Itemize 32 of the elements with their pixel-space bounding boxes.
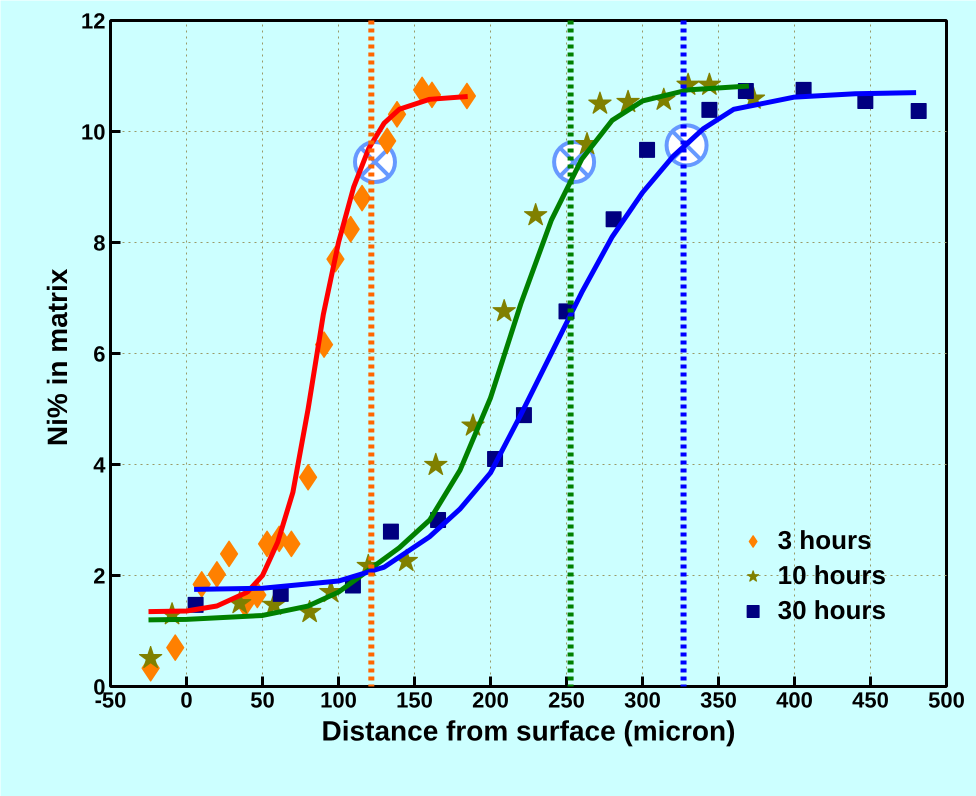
point [606,211,622,228]
y-tick-label: 8 [93,230,106,256]
x-tick-label: 400 [776,688,813,712]
y-tick-label: 10 [81,120,106,144]
y-tick-label: 2 [93,564,106,588]
legend-label: 30 hours [778,595,886,626]
point [138,646,163,668]
x-tick-label: 200 [472,688,509,712]
x-tick-label: 450 [852,688,889,712]
x-axis-title: Distance from surface (micron) [322,716,736,746]
point [524,202,548,226]
x-tick-label: 50 [250,688,275,712]
x-tick-label: 150 [396,688,433,712]
x-tick-label: 250 [548,688,585,712]
point [588,91,612,114]
legend-label: 3 hours [778,525,872,556]
y-tick-label: 12 [81,8,106,34]
point [910,102,927,119]
x-tick-label: 0 [180,688,193,712]
x-tick-label: 350 [700,688,737,712]
y-tick-label: 6 [93,342,106,366]
x-tick-label: 500 [928,688,965,712]
point [492,298,516,322]
y-axis-title: Ni% in matrix [42,268,74,446]
x-tick-label: 100 [320,688,357,712]
y-tick-label: 4 [93,452,106,478]
point [424,452,448,476]
point [382,524,399,540]
point [701,102,718,118]
legend-label: 10 hours [778,560,886,591]
point [639,142,656,158]
x-tick-label: 300 [624,688,661,712]
